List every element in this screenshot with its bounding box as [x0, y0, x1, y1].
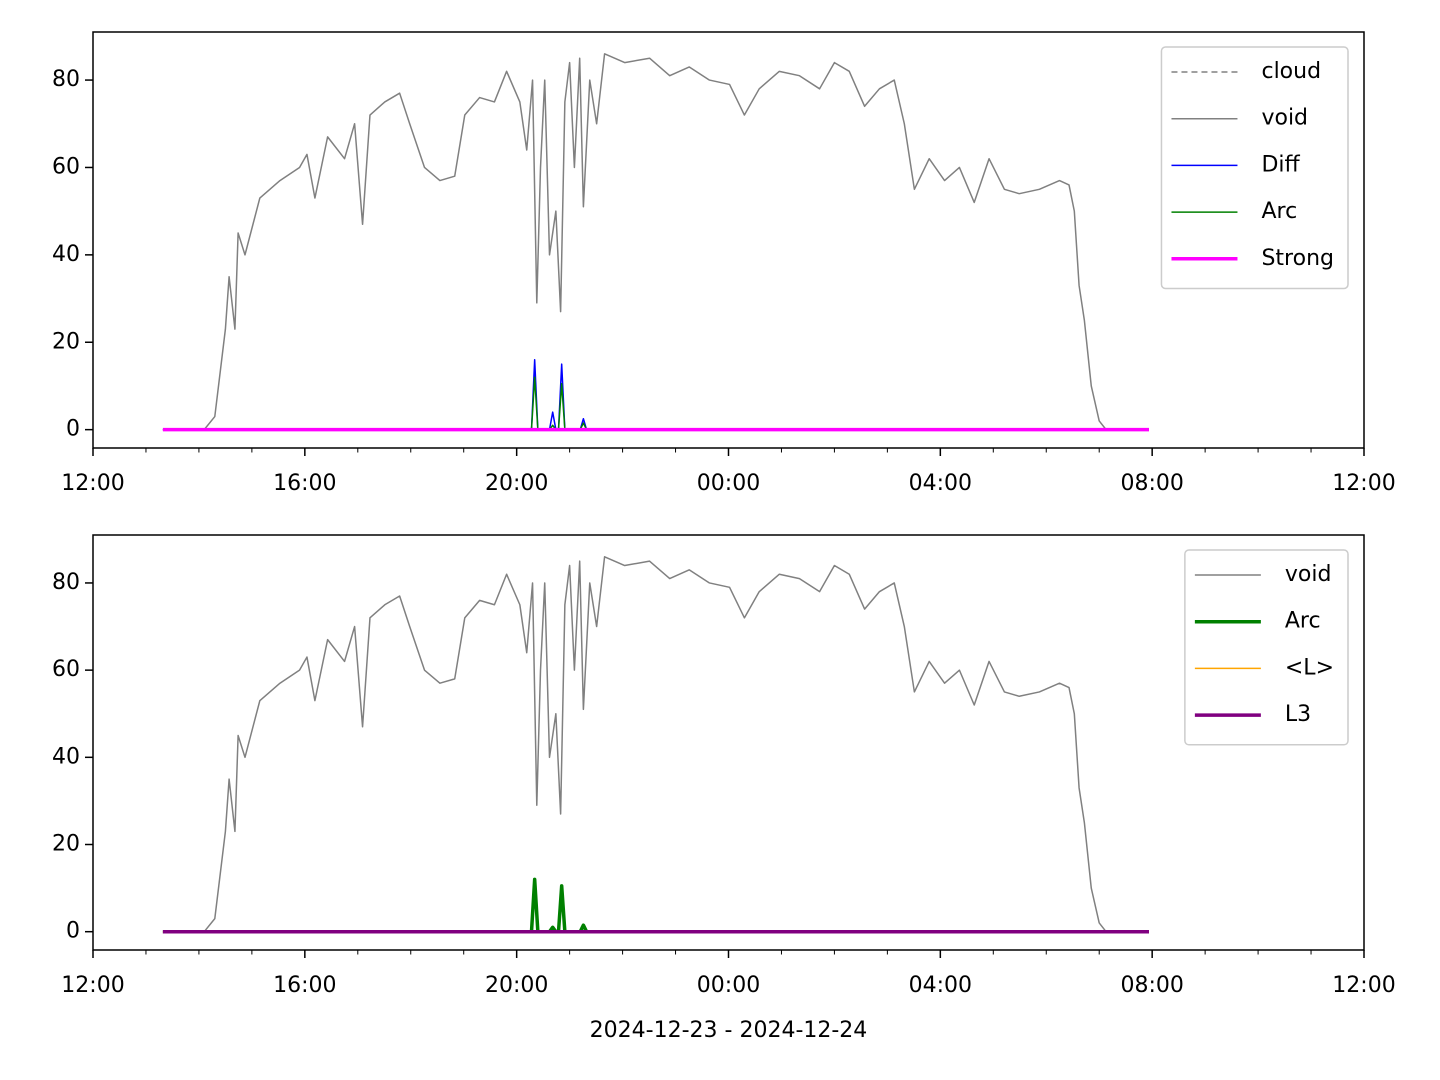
x-tick-label: 08:00 — [1120, 973, 1183, 998]
x-tick-label: 12:00 — [61, 973, 124, 998]
x-axis-label: 2024-12-23 - 2024-12-24 — [590, 1018, 868, 1043]
x-tick-label: 12:00 — [1332, 471, 1395, 496]
legend-label: Diff — [1261, 152, 1300, 177]
plot-area — [93, 535, 1364, 950]
y-tick-label: 0 — [66, 417, 80, 442]
x-tick-label: 16:00 — [273, 973, 336, 998]
legend-label: Arc — [1285, 609, 1321, 634]
y-tick-label: 80 — [52, 67, 80, 92]
x-tick-label: 08:00 — [1120, 471, 1183, 496]
legend-label: Arc — [1261, 199, 1297, 224]
x-tick-label: 04:00 — [909, 471, 972, 496]
y-tick-label: 0 — [66, 919, 80, 944]
x-tick-label: 20:00 — [485, 973, 548, 998]
y-tick-label: 60 — [52, 154, 80, 179]
legend-label: void — [1261, 106, 1308, 131]
y-tick-label: 40 — [52, 242, 80, 267]
x-tick-label: 12:00 — [1332, 973, 1395, 998]
x-tick-label: 16:00 — [273, 471, 336, 496]
plot-area — [93, 32, 1364, 448]
y-tick-label: 60 — [52, 657, 80, 682]
legend-label: void — [1285, 562, 1332, 587]
series-line — [162, 556, 1149, 933]
series-line — [162, 53, 1149, 431]
legend: cloud void Diff Arc Strong — [1160, 46, 1349, 290]
y-tick-label: 40 — [52, 744, 80, 769]
legend-label: cloud — [1261, 59, 1321, 84]
y-tick-label: 20 — [52, 329, 80, 354]
x-tick-label: 20:00 — [485, 471, 548, 496]
x-tick-label: 00:00 — [697, 471, 760, 496]
subplot: 12:00 16:00 20:00 00:00 04:00 08:00 12:00 0 20 40… — [52, 534, 1396, 1043]
x-tick-label: 04:00 — [909, 973, 972, 998]
y-tick-label: 20 — [52, 832, 80, 857]
legend-frame — [1184, 549, 1349, 746]
x-tick-label: 00:00 — [697, 973, 760, 998]
legend-label: Strong — [1261, 246, 1334, 271]
y-tick-label: 80 — [52, 570, 80, 595]
subplot: 12:00 16:00 20:00 00:00 04:00 08:00 12:00 0 20 40… — [52, 31, 1396, 496]
legend-label: <L> — [1285, 655, 1334, 680]
legend-frame — [1160, 46, 1349, 290]
legend-label: L3 — [1285, 702, 1311, 727]
legend: void Arc <L> L3 — [1184, 549, 1349, 746]
x-tick-label: 12:00 — [61, 471, 124, 496]
